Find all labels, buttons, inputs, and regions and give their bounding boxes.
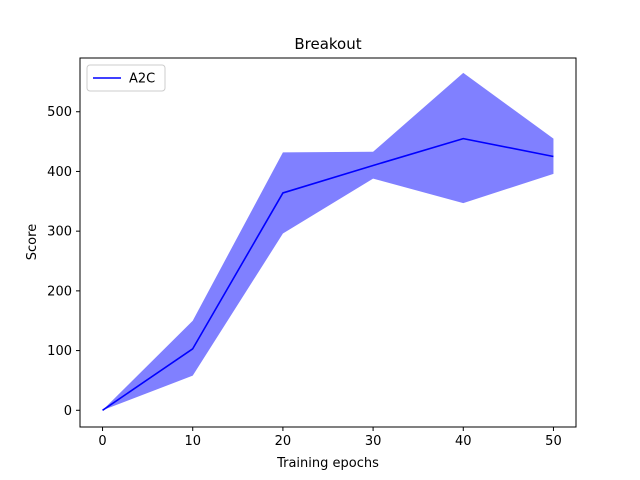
y-tick-label-4: 400	[47, 165, 72, 180]
x-tick-label-0: 0	[98, 434, 106, 449]
series-band-0	[102, 72, 554, 411]
x-tick-label-3: 30	[365, 434, 382, 449]
y-tick-label-2: 200	[47, 284, 72, 299]
x-tick-label-5: 50	[545, 434, 562, 449]
x-tick-label-2: 20	[275, 434, 292, 449]
y-tick-label-3: 300	[47, 225, 72, 240]
y-tick-label-5: 500	[47, 105, 72, 120]
x-tick-label-1: 10	[184, 434, 201, 449]
legend-label-0: A2C	[129, 72, 155, 87]
chart-title: Breakout	[294, 35, 361, 53]
axes-frame	[79, 57, 577, 428]
y-tick-label-1: 100	[47, 344, 72, 359]
series-line-0	[102, 137, 554, 411]
y-axis-label: Score	[25, 224, 40, 260]
x-tick-label-4: 40	[455, 434, 472, 449]
legend-box	[86, 64, 166, 92]
x-axis-label: Training epochs	[276, 456, 379, 471]
y-tick-label-0: 0	[64, 404, 72, 419]
